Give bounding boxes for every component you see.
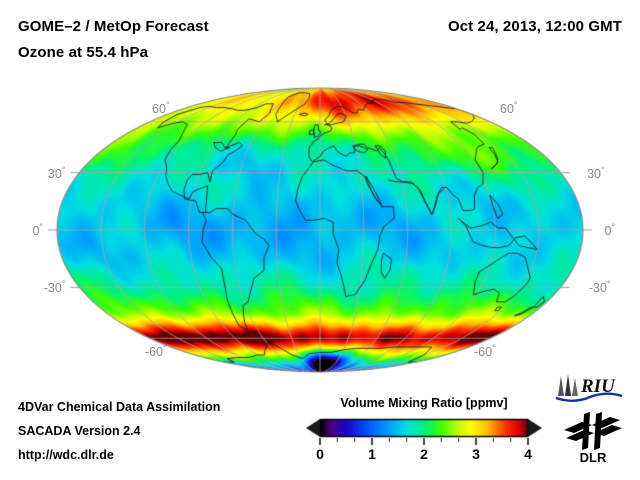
lat-label-30n-right: 30° xyxy=(587,164,605,181)
colorbar-tick-3: 3 xyxy=(472,446,480,462)
colorbar-tick-4: 4 xyxy=(524,446,532,462)
colorbar-tickmarks xyxy=(306,438,542,446)
lat-label-0: 0° xyxy=(32,222,43,239)
colorbar-tick-1: 1 xyxy=(368,446,376,462)
page-title: GOME–2 / MetOp Forecast xyxy=(18,18,209,35)
colorbar: Volume Mixing Ratio [ppmv] 0 1 2 3 4 xyxy=(306,396,542,472)
logo-group: RIU DLR xyxy=(552,372,636,472)
lat-label-60s: -60° xyxy=(145,343,167,360)
colorbar-title: Volume Mixing Ratio [ppmv] xyxy=(340,396,508,410)
colorbar-tick-labels: 0 1 2 3 4 xyxy=(306,446,542,466)
lat-label-30s: -30° xyxy=(43,279,66,296)
page-subtitle: Ozone at 55.4 hPa xyxy=(18,44,149,61)
world-ozone-map: 60° 60° 30° 30° 0° 0° -30° -30° -60° -60… xyxy=(0,78,640,384)
lat-label-60n: 60° xyxy=(152,100,170,117)
colorbar-gradient xyxy=(306,418,542,438)
footer-method: 4DVar Chemical Data Assimilation xyxy=(18,400,221,414)
lat-label-0-right: 0° xyxy=(604,222,615,239)
lat-label-60s-right: -60° xyxy=(474,343,496,360)
dlr-logo: DLR xyxy=(564,412,622,464)
svg-text:DLR: DLR xyxy=(580,450,607,464)
lat-label-60n-right: 60° xyxy=(500,100,518,117)
colorbar-tick-0: 0 xyxy=(316,446,324,462)
lat-label-30s-right: -30° xyxy=(588,279,611,296)
colorbar-tick-2: 2 xyxy=(420,446,428,462)
riu-logo: RIU xyxy=(555,374,623,402)
footer-version: SACADA Version 2.4 xyxy=(18,424,141,438)
forecast-timestamp: Oct 24, 2013, 12:00 GMT xyxy=(447,18,622,35)
lat-label-30n: 30° xyxy=(47,164,66,181)
mollweide-map-canvas xyxy=(0,78,640,384)
svg-text:RIU: RIU xyxy=(580,376,616,397)
footer-url[interactable]: http://wdc.dlr.de xyxy=(18,448,114,462)
